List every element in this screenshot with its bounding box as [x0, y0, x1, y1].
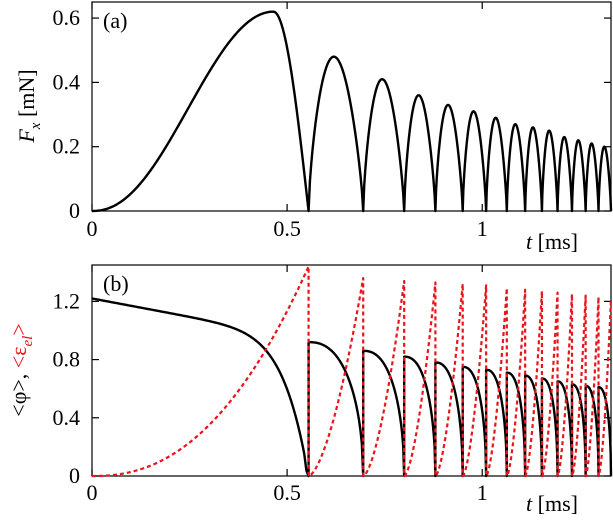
panel-b-xlabel: t [ms] — [526, 491, 578, 516]
panel-a-label: (a) — [103, 8, 127, 33]
x-tick-label: 0.5 — [273, 216, 301, 241]
panel-a: 0 0.5 1 0 0.2 0.4 0.6 (a) Fx [mN] t [ms] — [14, 1, 613, 254]
panel-b-lines — [91, 265, 613, 478]
x-tick-label: 0 — [87, 216, 98, 241]
panel-b-xlabel-main: t — [526, 491, 533, 516]
panel-b-label: (b) — [103, 271, 129, 296]
panel-a-xlabel-unit: [ms] — [532, 229, 578, 254]
x-tick-label: 1 — [477, 216, 488, 241]
panel-b-frame — [91, 264, 612, 477]
panel-a-xlabel: t [ms] — [526, 229, 578, 254]
eps-series-line — [91, 265, 613, 478]
panel-a-lines — [91, 10, 613, 213]
panel-b-ticks: 0 0.5 1 0 0.4 0.8 1.2 — [53, 265, 611, 505]
panel-b-ylabel-phi: <φ>, — [6, 368, 31, 417]
y-tick-label: 0 — [69, 463, 80, 488]
y-tick-label: 0 — [69, 198, 80, 223]
x-tick-label: 1 — [477, 480, 488, 505]
panel-a-frame — [91, 1, 612, 212]
panel-b-ylabel-eps-sub: el — [20, 336, 36, 347]
x-tick-label: 0 — [87, 480, 98, 505]
panel-a-ylabel-unit: [mN] — [14, 69, 39, 122]
phi-series-line — [91, 297, 613, 478]
panel-b-ylabel-eps-end: > — [6, 323, 31, 335]
panel-a-ticks: 0 0.5 1 0 0.2 0.4 0.6 — [53, 2, 611, 241]
y-tick-label: 0.4 — [53, 69, 81, 94]
y-tick-label: 1.2 — [53, 288, 81, 313]
y-tick-label: 0.8 — [53, 347, 81, 372]
fx-series-line — [91, 10, 613, 213]
panel-b-ylabel: <φ>, <εel> — [6, 323, 36, 416]
panel-a-xlabel-main: t — [526, 229, 533, 254]
y-tick-label: 0.2 — [53, 134, 81, 159]
panel-b-ylabel-eps: <ε — [6, 347, 31, 369]
y-tick-label: 0.4 — [53, 405, 81, 430]
panel-b-xlabel-unit: [ms] — [532, 491, 578, 516]
panel-a-ylabel-sub: x — [28, 122, 44, 130]
x-tick-label: 0.5 — [273, 480, 301, 505]
y-tick-label: 0.6 — [53, 5, 81, 30]
panel-a-ylabel-main: F — [14, 129, 39, 144]
panel-b: 0 0.5 1 0 0.4 0.8 1.2 (b) <φ>, <εel> t [ms] — [6, 264, 613, 516]
panel-a-ylabel: Fx [mN] — [14, 69, 44, 143]
